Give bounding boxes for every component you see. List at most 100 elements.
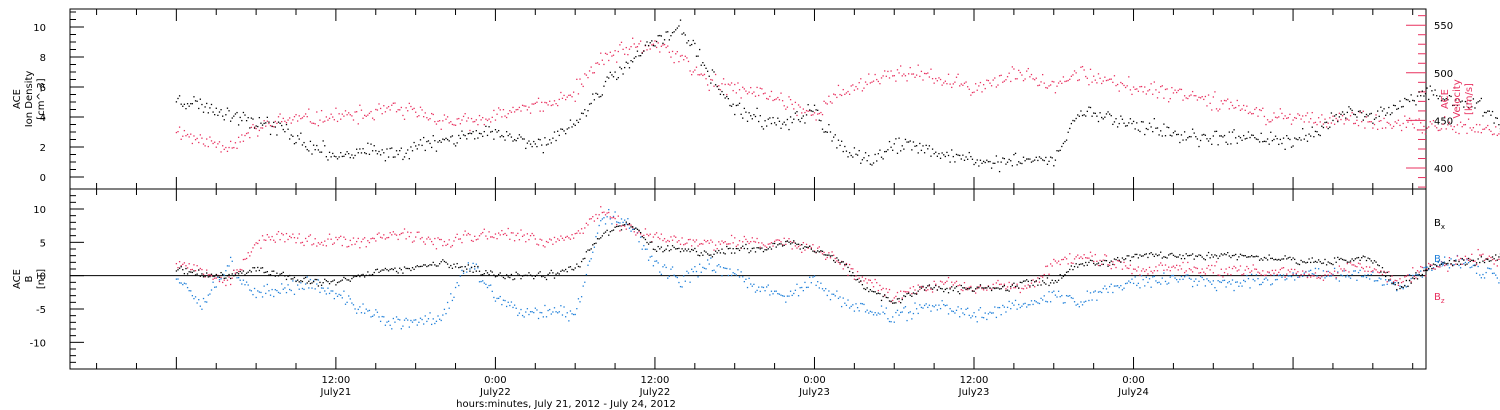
velocity-point bbox=[588, 70, 591, 72]
bz-point bbox=[943, 283, 945, 285]
density-point bbox=[391, 147, 393, 149]
density-point bbox=[734, 113, 736, 116]
by-point bbox=[1185, 274, 1187, 276]
density-point bbox=[1289, 138, 1291, 141]
by-point bbox=[860, 302, 862, 305]
bz-point bbox=[1378, 272, 1380, 274]
bz-point bbox=[1215, 261, 1218, 263]
velocity-point bbox=[906, 80, 908, 82]
by-point bbox=[269, 294, 272, 296]
velocity-point bbox=[1091, 81, 1093, 83]
by-point bbox=[957, 306, 959, 308]
bz-point bbox=[1282, 267, 1285, 269]
bx-point bbox=[177, 269, 179, 271]
density-point bbox=[1423, 95, 1425, 97]
bx-point bbox=[241, 272, 243, 274]
by-point bbox=[249, 289, 251, 291]
by-point bbox=[692, 270, 694, 273]
bz-point bbox=[1183, 271, 1186, 274]
velocity-point bbox=[884, 70, 886, 72]
bz-point bbox=[705, 241, 707, 243]
by-point bbox=[1361, 275, 1363, 278]
density-point bbox=[976, 159, 978, 161]
velocity-point bbox=[872, 80, 875, 82]
velocity-point bbox=[394, 102, 396, 104]
bz-point bbox=[804, 249, 806, 251]
by-point bbox=[354, 308, 356, 310]
by-point bbox=[785, 301, 787, 303]
by-point bbox=[1381, 284, 1384, 286]
density-point bbox=[185, 107, 187, 110]
velocity-point bbox=[561, 97, 564, 99]
velocity-point bbox=[955, 76, 958, 78]
velocity-point bbox=[1134, 88, 1136, 90]
velocity-point bbox=[1163, 97, 1165, 99]
by-point bbox=[1483, 277, 1486, 279]
bz-point bbox=[1089, 251, 1092, 253]
by-point bbox=[364, 312, 366, 314]
bz-point bbox=[817, 247, 819, 249]
bz-point bbox=[1386, 281, 1388, 283]
velocity-point bbox=[596, 62, 599, 64]
by-point bbox=[689, 281, 691, 283]
bz-point bbox=[582, 232, 584, 234]
by-point bbox=[761, 286, 763, 288]
bz-point bbox=[580, 228, 583, 230]
by-point bbox=[659, 271, 661, 273]
bz-point bbox=[338, 236, 340, 239]
bz-point bbox=[446, 243, 449, 245]
velocity-point bbox=[817, 113, 819, 115]
bz-point bbox=[718, 241, 720, 243]
bz-point bbox=[1381, 273, 1384, 276]
bx-point bbox=[336, 281, 339, 284]
bz-point bbox=[1134, 268, 1136, 270]
by-point bbox=[477, 267, 479, 269]
density-point bbox=[654, 45, 656, 47]
by-point bbox=[1377, 280, 1379, 282]
velocity-point bbox=[566, 96, 568, 98]
density-point bbox=[1480, 97, 1482, 100]
by-point bbox=[438, 318, 441, 320]
bx-point bbox=[415, 266, 417, 268]
velocity-point bbox=[695, 66, 698, 68]
density-point bbox=[919, 142, 921, 145]
bx-point bbox=[590, 248, 592, 250]
density-point bbox=[1493, 122, 1495, 124]
density-point bbox=[544, 137, 546, 139]
bz-point bbox=[462, 234, 465, 236]
velocity-point bbox=[1365, 116, 1368, 118]
bz-point bbox=[1372, 270, 1374, 272]
density-point bbox=[726, 95, 728, 98]
velocity-point bbox=[1274, 116, 1277, 118]
density-point bbox=[869, 163, 872, 165]
by-point bbox=[992, 312, 994, 314]
density-point bbox=[681, 33, 683, 35]
density-point bbox=[890, 146, 892, 148]
velocity-point bbox=[766, 97, 768, 100]
density-point bbox=[263, 122, 265, 125]
by-point bbox=[949, 307, 951, 310]
density-point bbox=[1290, 146, 1293, 148]
bz-point bbox=[391, 234, 393, 236]
bz-point bbox=[443, 240, 446, 243]
by-point bbox=[1083, 301, 1085, 303]
density-point bbox=[982, 160, 985, 163]
bz-point bbox=[300, 242, 302, 244]
by-point bbox=[1278, 274, 1280, 277]
density-point bbox=[427, 140, 430, 142]
density-point bbox=[379, 154, 382, 156]
density-point bbox=[914, 145, 916, 147]
density-point bbox=[260, 122, 262, 124]
by-point bbox=[279, 292, 281, 294]
bz-point bbox=[250, 251, 253, 253]
by-point bbox=[829, 298, 832, 301]
density-point bbox=[1286, 135, 1288, 137]
velocity-point bbox=[365, 115, 367, 117]
bz-point bbox=[1217, 274, 1219, 276]
by-point bbox=[488, 284, 490, 287]
density-point bbox=[995, 155, 998, 157]
density-point bbox=[558, 134, 560, 137]
velocity-point bbox=[553, 100, 556, 102]
by-point bbox=[1134, 276, 1136, 278]
